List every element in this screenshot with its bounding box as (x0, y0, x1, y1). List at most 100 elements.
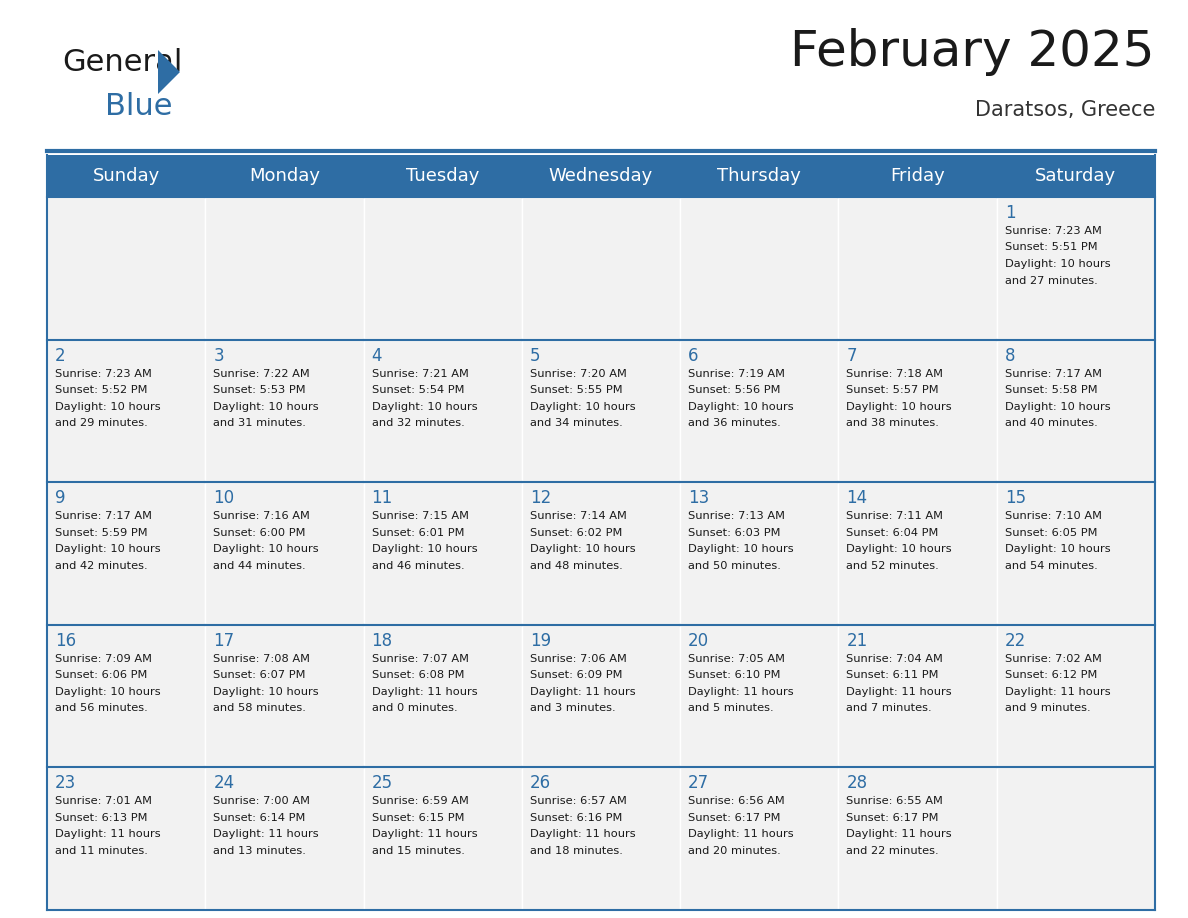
Text: 25: 25 (372, 775, 393, 792)
Text: Sunset: 6:17 PM: Sunset: 6:17 PM (688, 813, 781, 823)
Bar (522, 340, 681, 482)
Text: Daylight: 10 hours: Daylight: 10 hours (1005, 259, 1111, 269)
Text: Sunrise: 7:05 AM: Sunrise: 7:05 AM (688, 654, 785, 664)
Bar (364, 340, 522, 482)
Bar (839, 767, 997, 910)
Text: and 32 minutes.: and 32 minutes. (372, 418, 465, 428)
Text: 6: 6 (688, 347, 699, 364)
Bar (839, 625, 997, 767)
Text: and 44 minutes.: and 44 minutes. (214, 561, 307, 571)
Text: Sunrise: 7:21 AM: Sunrise: 7:21 AM (372, 369, 468, 378)
Text: Daylight: 11 hours: Daylight: 11 hours (55, 829, 160, 839)
Text: 7: 7 (846, 347, 857, 364)
Text: Daylight: 10 hours: Daylight: 10 hours (55, 401, 160, 411)
Text: 2: 2 (55, 347, 65, 364)
Bar (681, 625, 839, 767)
Text: 21: 21 (846, 632, 867, 650)
Text: Sunset: 6:12 PM: Sunset: 6:12 PM (1005, 670, 1097, 680)
Bar (206, 155, 364, 197)
Text: and 7 minutes.: and 7 minutes. (846, 703, 933, 713)
Text: Sunrise: 7:13 AM: Sunrise: 7:13 AM (688, 511, 785, 521)
Bar (997, 482, 1155, 625)
Text: and 29 minutes.: and 29 minutes. (55, 418, 147, 428)
Text: Sunrise: 7:11 AM: Sunrise: 7:11 AM (846, 511, 943, 521)
Text: Daylight: 11 hours: Daylight: 11 hours (846, 829, 952, 839)
Text: Sunset: 6:05 PM: Sunset: 6:05 PM (1005, 528, 1098, 538)
Bar (681, 155, 839, 197)
Text: Sunrise: 7:10 AM: Sunrise: 7:10 AM (1005, 511, 1101, 521)
Text: 22: 22 (1005, 632, 1026, 650)
Bar (839, 340, 997, 482)
Text: Sunset: 6:03 PM: Sunset: 6:03 PM (688, 528, 781, 538)
Text: and 15 minutes.: and 15 minutes. (372, 845, 465, 856)
Bar (48, 767, 206, 910)
Bar (522, 482, 681, 625)
Text: Saturday: Saturday (1035, 167, 1117, 185)
Bar (364, 767, 522, 910)
Text: 9: 9 (55, 489, 65, 508)
Text: Daylight: 10 hours: Daylight: 10 hours (530, 401, 636, 411)
Text: 28: 28 (846, 775, 867, 792)
Bar (48, 482, 206, 625)
Text: Sunrise: 7:18 AM: Sunrise: 7:18 AM (846, 369, 943, 378)
Text: Sunset: 6:00 PM: Sunset: 6:00 PM (214, 528, 305, 538)
Bar (997, 767, 1155, 910)
Text: February 2025: February 2025 (790, 28, 1155, 76)
Text: Sunrise: 6:59 AM: Sunrise: 6:59 AM (372, 797, 468, 806)
Text: Sunrise: 7:02 AM: Sunrise: 7:02 AM (1005, 654, 1101, 664)
Text: Daylight: 10 hours: Daylight: 10 hours (1005, 401, 1111, 411)
Text: Sunset: 5:59 PM: Sunset: 5:59 PM (55, 528, 147, 538)
Text: Sunrise: 7:04 AM: Sunrise: 7:04 AM (846, 654, 943, 664)
Text: 4: 4 (372, 347, 383, 364)
Text: and 31 minutes.: and 31 minutes. (214, 418, 307, 428)
Text: Sunset: 6:10 PM: Sunset: 6:10 PM (688, 670, 781, 680)
Text: Daylight: 11 hours: Daylight: 11 hours (688, 687, 794, 697)
Text: Sunset: 5:55 PM: Sunset: 5:55 PM (530, 385, 623, 395)
Text: and 22 minutes.: and 22 minutes. (846, 845, 939, 856)
Text: Daylight: 10 hours: Daylight: 10 hours (55, 687, 160, 697)
Text: and 3 minutes.: and 3 minutes. (530, 703, 615, 713)
Text: Daylight: 11 hours: Daylight: 11 hours (1005, 687, 1111, 697)
Text: 26: 26 (530, 775, 551, 792)
Text: Daratsos, Greece: Daratsos, Greece (974, 100, 1155, 120)
Text: Blue: Blue (105, 92, 172, 121)
Text: Daylight: 10 hours: Daylight: 10 hours (688, 544, 794, 554)
Text: and 36 minutes.: and 36 minutes. (688, 418, 781, 428)
Text: and 5 minutes.: and 5 minutes. (688, 703, 773, 713)
Text: Daylight: 10 hours: Daylight: 10 hours (846, 544, 952, 554)
Text: Daylight: 11 hours: Daylight: 11 hours (530, 687, 636, 697)
Text: Sunrise: 6:55 AM: Sunrise: 6:55 AM (846, 797, 943, 806)
Text: Friday: Friday (890, 167, 944, 185)
Text: and 50 minutes.: and 50 minutes. (688, 561, 781, 571)
Text: 14: 14 (846, 489, 867, 508)
Text: and 42 minutes.: and 42 minutes. (55, 561, 147, 571)
Text: and 38 minutes.: and 38 minutes. (846, 418, 940, 428)
Text: Sunrise: 7:22 AM: Sunrise: 7:22 AM (214, 369, 310, 378)
Text: 13: 13 (688, 489, 709, 508)
Text: and 52 minutes.: and 52 minutes. (846, 561, 940, 571)
Text: Wednesday: Wednesday (549, 167, 653, 185)
Text: and 13 minutes.: and 13 minutes. (214, 845, 307, 856)
Text: Sunrise: 7:17 AM: Sunrise: 7:17 AM (1005, 369, 1101, 378)
Text: Sunset: 5:58 PM: Sunset: 5:58 PM (1005, 385, 1098, 395)
Bar (997, 155, 1155, 197)
Bar (997, 197, 1155, 340)
Bar (839, 482, 997, 625)
Bar (997, 340, 1155, 482)
Text: Sunrise: 7:08 AM: Sunrise: 7:08 AM (214, 654, 310, 664)
Bar (681, 340, 839, 482)
Text: Sunrise: 7:14 AM: Sunrise: 7:14 AM (530, 511, 627, 521)
Text: and 20 minutes.: and 20 minutes. (688, 845, 781, 856)
Bar (364, 197, 522, 340)
Bar (206, 197, 364, 340)
Text: and 54 minutes.: and 54 minutes. (1005, 561, 1098, 571)
Text: 10: 10 (214, 489, 234, 508)
Text: Sunset: 5:53 PM: Sunset: 5:53 PM (214, 385, 307, 395)
Text: Sunset: 6:15 PM: Sunset: 6:15 PM (372, 813, 465, 823)
Text: Daylight: 10 hours: Daylight: 10 hours (530, 544, 636, 554)
Text: Sunset: 6:01 PM: Sunset: 6:01 PM (372, 528, 465, 538)
Text: Sunset: 5:54 PM: Sunset: 5:54 PM (372, 385, 465, 395)
Text: Sunset: 6:07 PM: Sunset: 6:07 PM (214, 670, 305, 680)
Text: and 9 minutes.: and 9 minutes. (1005, 703, 1091, 713)
Text: Sunset: 6:06 PM: Sunset: 6:06 PM (55, 670, 147, 680)
